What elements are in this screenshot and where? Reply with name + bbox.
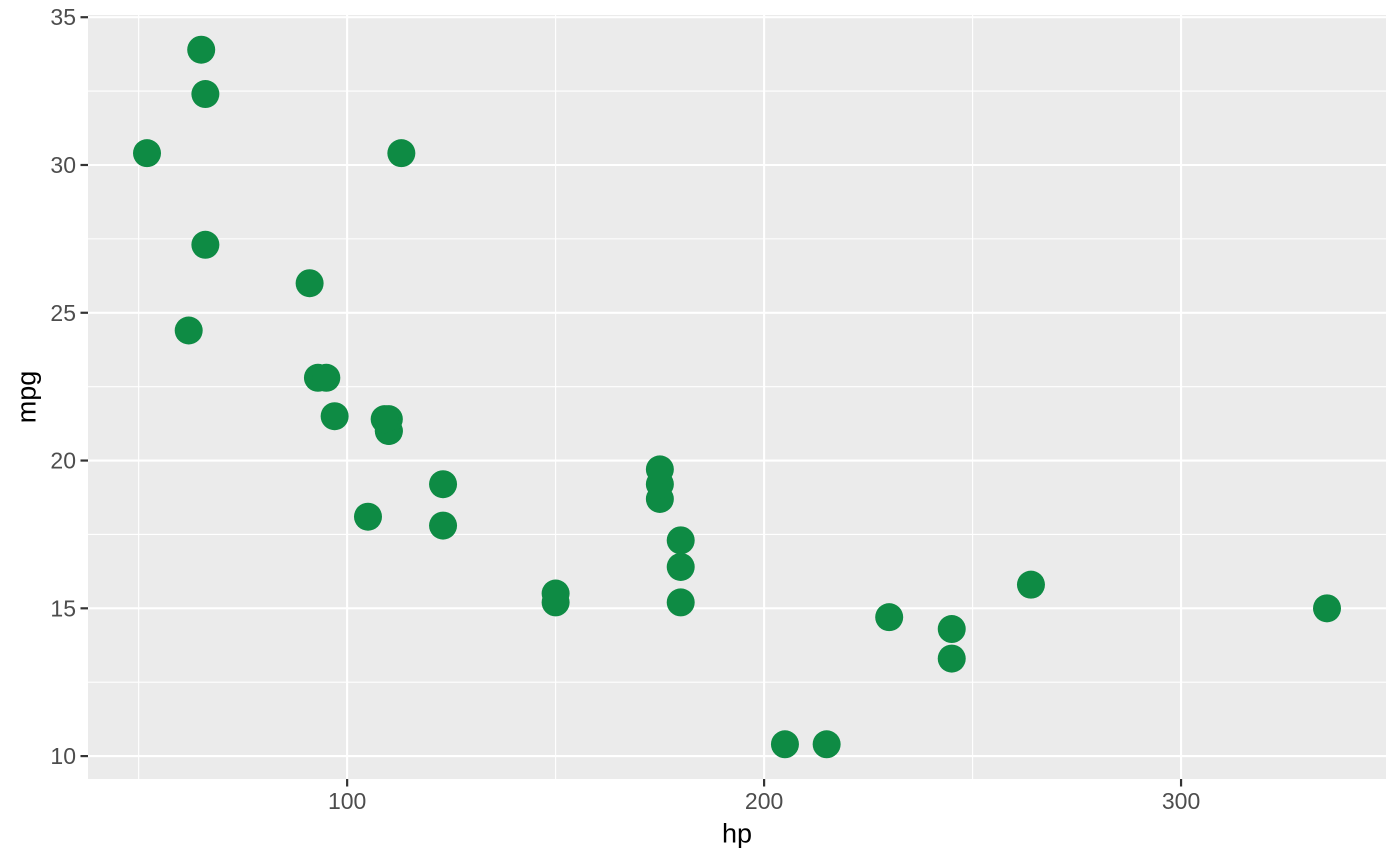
data-point: [937, 615, 966, 644]
x-tick-label: 100: [328, 788, 366, 814]
data-point: [295, 269, 324, 298]
data-point: [666, 552, 695, 581]
y-tick-label: 30: [50, 152, 76, 178]
data-point: [387, 139, 416, 168]
y-tick-label: 15: [50, 595, 76, 621]
plot-panel: [88, 15, 1386, 779]
data-point: [1016, 570, 1045, 599]
y-tick-label: 25: [50, 300, 76, 326]
data-point: [666, 526, 695, 555]
data-point: [312, 363, 341, 392]
data-point: [174, 316, 203, 345]
x-tick-label: 200: [745, 788, 783, 814]
data-point: [191, 80, 220, 109]
data-point: [429, 470, 458, 499]
y-tick-label: 10: [50, 743, 76, 769]
data-point: [645, 455, 674, 484]
data-point: [875, 603, 904, 632]
y-axis-title: mpg: [11, 370, 42, 424]
data-point: [320, 402, 349, 431]
data-point: [812, 730, 841, 759]
data-point: [370, 405, 399, 434]
y-tick-label: 35: [50, 4, 76, 30]
x-tick-label: 300: [1162, 788, 1200, 814]
data-point: [1313, 594, 1341, 623]
y-tick-label: 20: [50, 448, 76, 474]
data-point: [937, 644, 966, 673]
data-point: [191, 230, 220, 259]
data-point: [541, 588, 570, 617]
x-axis-title: hp: [721, 818, 753, 849]
data-point: [353, 502, 382, 531]
data-point: [429, 511, 458, 540]
data-point: [666, 588, 695, 617]
data-point: [133, 139, 161, 168]
data-point: [770, 730, 799, 759]
data-point: [187, 35, 216, 64]
